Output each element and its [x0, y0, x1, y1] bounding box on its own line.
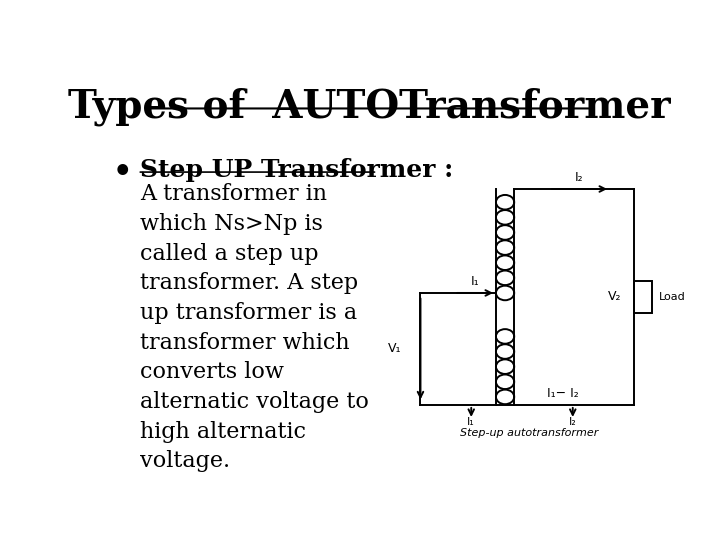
Text: V₂: V₂	[608, 291, 622, 303]
Text: V₁: V₁	[388, 342, 402, 355]
Text: Load: Load	[658, 292, 685, 302]
Text: Step-up autotransformer: Step-up autotransformer	[459, 428, 598, 438]
Text: •: •	[112, 158, 132, 187]
Text: I₂: I₂	[575, 171, 584, 185]
Text: I₂: I₂	[569, 417, 577, 427]
Text: I₁: I₁	[470, 275, 479, 288]
Text: A transformer in
which Ns>Np is
called a step up
transformer. A step
up transfor: A transformer in which Ns>Np is called a…	[140, 183, 369, 472]
Bar	[634, 281, 652, 313]
Text: Types of  AUTOTransformer: Types of AUTOTransformer	[68, 87, 670, 126]
Text: Step UP Transformer :: Step UP Transformer :	[140, 158, 454, 183]
Text: I₁− I₂: I₁− I₂	[546, 387, 578, 401]
Text: I₁: I₁	[467, 417, 475, 427]
